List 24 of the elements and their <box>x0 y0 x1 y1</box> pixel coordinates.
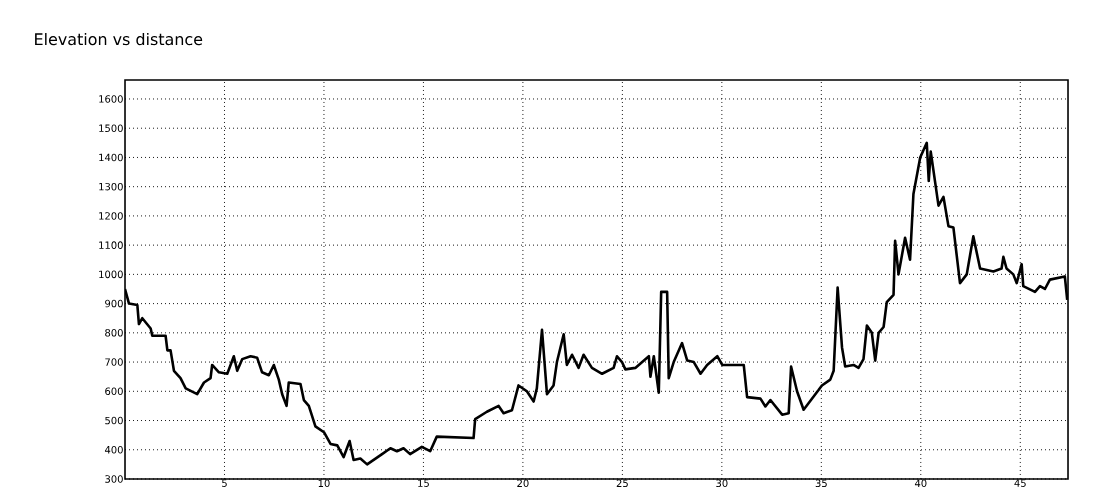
y-tick-label: 300 <box>105 475 123 483</box>
y-tick-label: 500 <box>105 416 123 425</box>
x-tick-label: 10 <box>318 479 330 488</box>
x-tick-label: 20 <box>517 479 529 488</box>
y-tick-label: 1200 <box>99 212 123 220</box>
chart-title: Elevation vs distance <box>35 32 203 46</box>
y-tick-label: 900 <box>105 299 123 308</box>
x-tick-label: 5 <box>222 479 227 487</box>
x-tick-label: 25 <box>616 479 628 488</box>
y-tick-label: 400 <box>104 445 123 454</box>
y-tick-label: 800 <box>105 329 123 337</box>
x-tick-label: 15 <box>418 479 429 487</box>
y-tick-label: 700 <box>105 358 123 366</box>
y-tick-label: 1100 <box>99 241 123 249</box>
x-tick-label: 35 <box>815 479 827 488</box>
y-tick-label: 1500 <box>99 124 123 132</box>
y-tick-label: 600 <box>105 387 123 396</box>
x-tick-label: 30 <box>716 479 728 488</box>
x-tick-label: 40 <box>914 479 927 488</box>
y-tick-label: 1000 <box>99 270 123 279</box>
y-tick-label: 1600 <box>99 95 123 103</box>
x-tick-label: 45 <box>1014 479 1026 487</box>
y-tick-label: 1300 <box>99 182 123 191</box>
y-tick-label: 1400 <box>99 153 123 162</box>
